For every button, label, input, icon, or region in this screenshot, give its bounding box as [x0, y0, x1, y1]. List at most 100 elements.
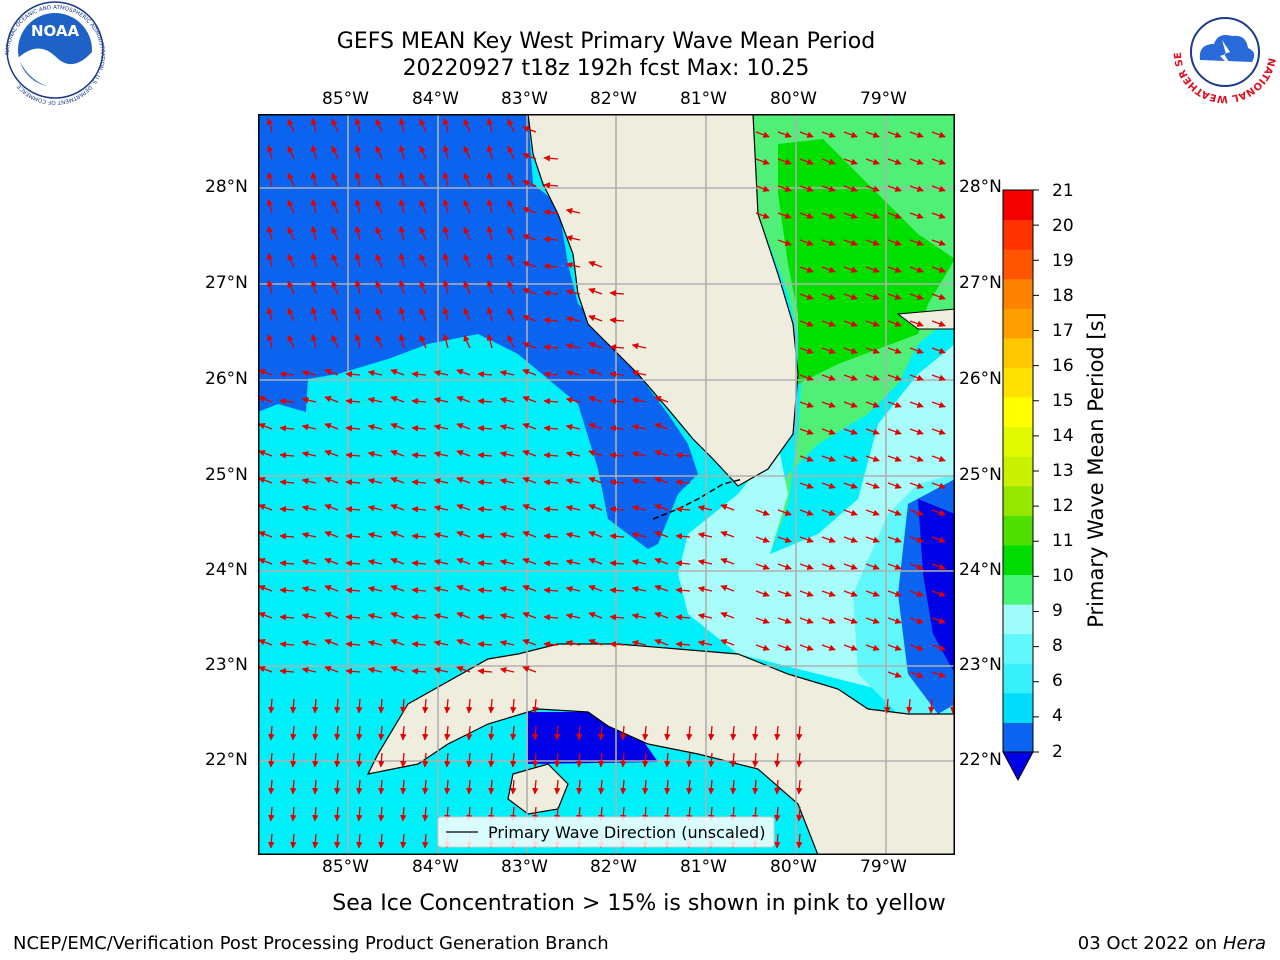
wave-direction-arrow: [310, 252, 318, 268]
wave-direction-arrow: [620, 725, 627, 741]
wave-direction-arrow: [843, 401, 858, 408]
wave-direction-arrow: [588, 558, 603, 565]
wave-direction-arrow: [466, 779, 473, 795]
wave-direction-arrow: [367, 640, 383, 647]
wave-direction-arrow: [821, 455, 836, 462]
wave-direction-arrow: [419, 199, 427, 214]
wave-direction-arrow: [887, 185, 902, 192]
wave-direction-arrow: [931, 509, 946, 516]
wave-direction-arrow: [887, 401, 902, 408]
noaa-bird-shape: [18, 48, 92, 89]
wave-direction-arrow: [268, 698, 275, 714]
wave-direction-arrow: [865, 239, 880, 246]
wave-direction-arrow: [488, 779, 495, 795]
wave-direction-arrow: [865, 644, 880, 651]
lat-tick-right: 24°N: [959, 560, 1002, 580]
wave-direction-arrow: [887, 293, 902, 300]
wave-direction-arrow: [522, 396, 537, 403]
wave-direction-arrow: [755, 158, 770, 165]
wave-direction-arrow: [543, 506, 559, 513]
wave-direction-arrow: [906, 698, 913, 714]
wave-direction-arrow: [345, 668, 361, 675]
wave-direction-arrow: [887, 590, 902, 597]
wave-direction-arrow: [631, 370, 647, 377]
wave-direction-arrow: [799, 239, 814, 246]
wave-direction-arrow: [777, 239, 792, 246]
wave-direction-arrow: [796, 752, 803, 768]
wave-direction-arrow: [909, 266, 924, 273]
wave-direction-arrow: [334, 752, 341, 768]
wave-direction-arrow: [697, 505, 713, 512]
wave-direction-arrow: [258, 477, 273, 484]
wave-direction-arrow: [398, 144, 406, 160]
wave-direction-arrow: [378, 806, 385, 822]
wave-direction-arrow: [324, 531, 339, 538]
wave-direction-arrow: [799, 212, 814, 219]
colorbar-band: [1003, 367, 1033, 398]
wave-direction-arrow: [609, 614, 625, 621]
wave-direction-arrow: [799, 428, 814, 435]
wave-direction-arrow: [477, 398, 493, 405]
wave-direction-arrow: [367, 559, 383, 566]
wave-direction-arrow: [777, 644, 792, 651]
wave-direction-arrow: [442, 252, 450, 268]
florida-land: [527, 114, 799, 487]
wave-direction-arrow: [675, 641, 691, 648]
wave-direction-arrow: [378, 725, 385, 741]
wave-direction-arrow: [686, 779, 693, 795]
plot-subtitle: 20220927 t18z 192h fcst Max: 10.25: [402, 56, 810, 81]
wave-direction-arrow: [345, 560, 361, 567]
wave-direction-arrow: [390, 423, 405, 430]
wave-direction-arrow: [411, 452, 427, 459]
colorbar-band: [1003, 692, 1033, 723]
wave-direction-arrow: [463, 253, 471, 268]
wave-direction-arrow: [499, 424, 515, 431]
wave-direction-arrow: [909, 158, 924, 165]
wave-direction-arrow: [909, 617, 924, 624]
lon-tick-bottom: 85°W: [322, 857, 369, 877]
wave-direction-arrow: [887, 617, 902, 624]
wave-direction-arrow: [865, 293, 880, 300]
wave-direction-arrow: [522, 126, 537, 133]
wave-direction-arrow: [909, 293, 924, 300]
lon-tick-bottom: 80°W: [770, 857, 817, 877]
wave-direction-arrow: [931, 266, 946, 273]
wave-direction-arrow: [821, 293, 836, 300]
wave-direction-arrow: [463, 172, 471, 187]
wave-direction-arrow: [390, 477, 405, 484]
wave-direction-arrow: [532, 698, 539, 714]
wave-direction-arrow: [310, 279, 318, 295]
wave-direction-arrow: [887, 671, 902, 678]
wave-direction-arrow: [675, 452, 691, 459]
lon-tick-bottom: 79°W: [860, 857, 907, 877]
lon-tick-bottom: 82°W: [590, 857, 637, 877]
wave-direction-arrow: [799, 374, 814, 381]
wave-direction-arrow: [887, 536, 902, 543]
wave-direction-arrow: [664, 725, 671, 741]
wave-direction-arrow: [909, 590, 924, 597]
wave-direction-arrow: [290, 725, 297, 741]
wave-direction-arrow: [654, 531, 669, 538]
wave-direction-arrow: [310, 306, 318, 322]
wave-direction-arrow: [331, 145, 339, 160]
wave-direction-arrow: [588, 477, 603, 484]
wave-direction-arrow: [507, 307, 515, 322]
wave-direction-arrow: [865, 455, 880, 462]
wave-direction-arrow: [887, 428, 902, 435]
wave-direction-arrow: [821, 536, 836, 543]
wave-direction-arrow: [444, 752, 451, 768]
wave-direction-arrow: [390, 585, 405, 592]
wave-direction-arrow: [777, 617, 792, 624]
wave-direction-arrow: [686, 725, 693, 741]
wave-direction-arrow: [609, 479, 625, 486]
wave-direction-arrow: [843, 536, 858, 543]
wave-direction-arrow: [345, 587, 361, 594]
wave-direction-arrow: [799, 293, 814, 300]
wave-direction-arrow: [279, 560, 295, 567]
colorbar-tick-label: 14: [1052, 426, 1074, 446]
noaa-logo: NOAA NATIONAL OCEANIC AND ATMOSPHERIC AD…: [5, 1, 105, 105]
wave-direction-arrow: [752, 779, 759, 795]
wave-direction-arrow: [909, 455, 924, 462]
wave-direction-arrow: [522, 477, 537, 484]
wave-direction-arrow: [456, 477, 471, 484]
